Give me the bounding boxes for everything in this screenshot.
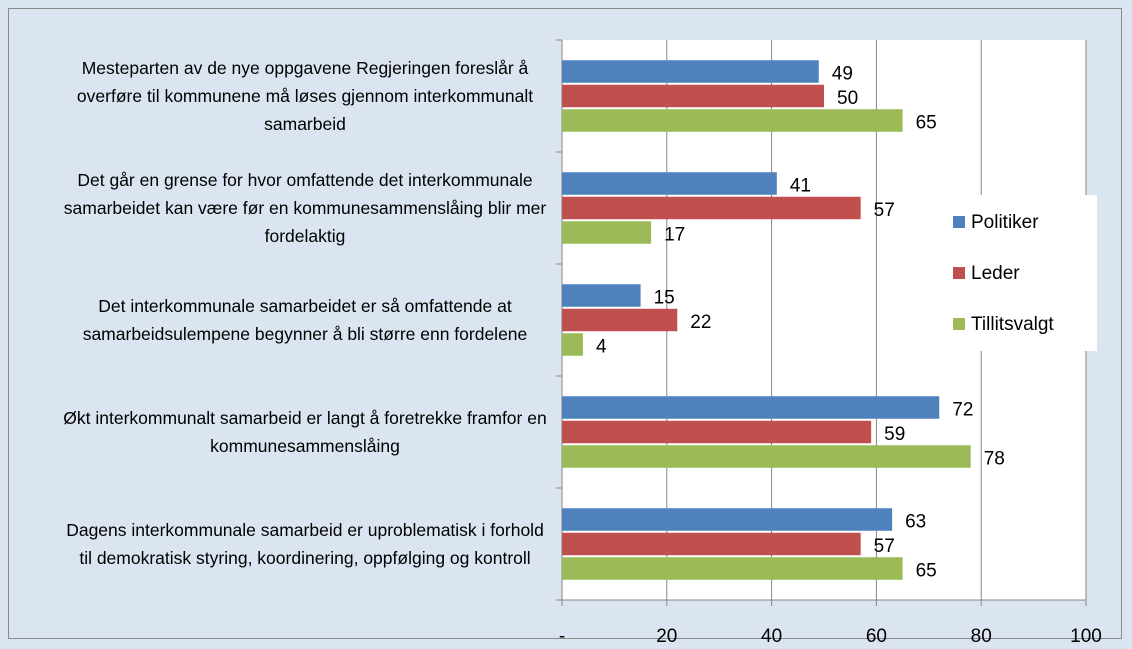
data-label: 57 [874,200,895,221]
bar [562,308,678,332]
x-tick-label: 60 [866,626,887,647]
data-label: 72 [952,400,973,421]
legend-swatch [953,216,965,228]
data-label: 65 [916,561,937,582]
legend-swatch [953,267,965,279]
bar [562,196,861,220]
category-label: Det går en grense for hvor omfattende de… [63,170,547,246]
legend-swatch [953,318,965,330]
bar [562,333,583,356]
x-tick-label: 80 [971,626,992,647]
bar [562,109,903,132]
bar [562,445,971,468]
legend-label: Politiker [971,212,1039,233]
bar [562,532,861,556]
bar [562,60,819,83]
category-label: Dagens interkommunale samarbeid er uprob… [66,520,544,568]
category-label: Mesteparten av de nye oppgavene Regjerin… [76,58,534,134]
data-label: 57 [874,536,895,557]
x-tick-label: - [559,626,565,647]
chart-frame [8,8,1122,639]
data-label: 22 [690,312,711,333]
x-tick-label: 40 [761,626,782,647]
category-label: Det interkommunale samarbeidet er så omf… [82,296,528,344]
data-label: 63 [905,512,926,533]
data-label: 78 [984,449,1005,470]
bar [562,172,777,195]
bar [562,396,940,419]
x-tick-label: 20 [656,626,677,647]
bar [562,557,903,580]
data-label: 50 [837,88,858,109]
bar [562,284,641,307]
data-label: 17 [664,225,685,246]
bar [562,420,872,444]
bar [562,84,824,108]
bar [562,221,652,244]
legend-label: Tillitsvalgt [971,314,1054,335]
data-label: 65 [916,113,937,134]
legend-label: Leder [971,263,1020,284]
bar [562,508,893,531]
data-label: 15 [654,288,675,309]
data-label: 49 [832,64,853,85]
data-label: 4 [596,337,607,358]
legend-box [945,195,1097,351]
data-label: 41 [790,176,811,197]
data-label: 59 [884,424,905,445]
x-tick-label: 100 [1070,626,1102,647]
category-label: Økt interkommunalt samarbeid er langt å … [63,408,547,456]
